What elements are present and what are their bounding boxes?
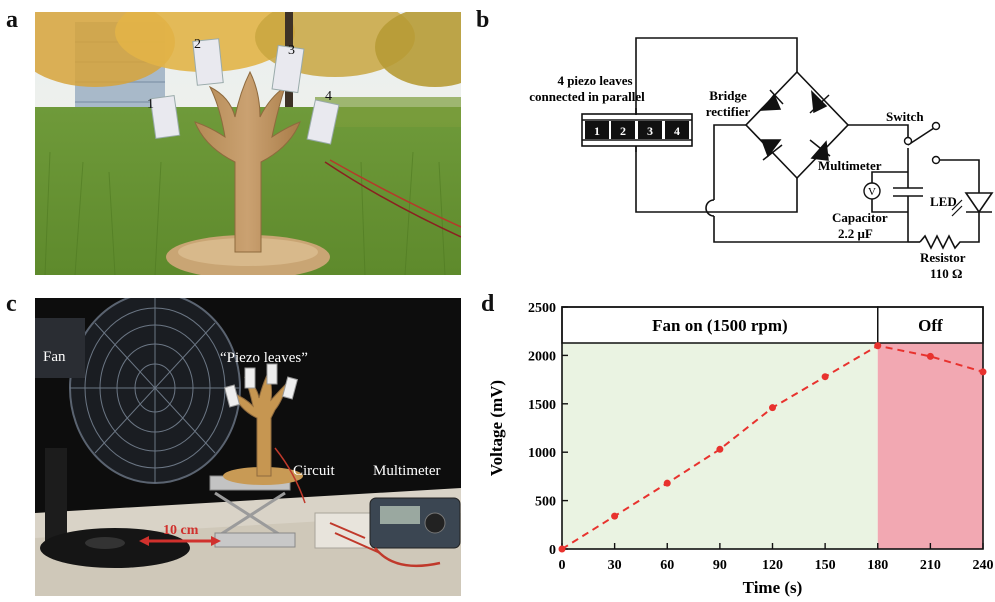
x-tick-label-7: 210 [920,558,941,573]
resistor-label-2: 110 Ω [930,266,962,281]
leaf-number-2: 2 [194,37,201,52]
diode-4-icon [810,140,829,161]
fan-label: Fan [43,349,66,365]
x-tick-label-1: 30 [608,558,622,573]
x-tick-label-5: 150 [815,558,836,573]
voltage-chart: Fan on (1500 rpm) Off05001000150020002500… [487,301,994,597]
piezo-cell-3: 3 [647,124,653,138]
multimeter-label: Multimeter [818,158,882,173]
distance-label: 10 cm [163,523,199,538]
photo-fan-setup: Fan “Piezo leaves” Circuit Multimeter 10… [35,298,461,596]
x-tick-label-3: 90 [713,558,727,573]
y-tick-label-1: 500 [535,495,556,510]
photo-piezo-tree-outdoor: 1 2 3 4 [35,12,461,275]
y-tick-label-4: 2000 [528,349,556,364]
y-tick-label-2: 1000 [528,446,556,461]
x-tick-label-8: 240 [973,558,994,573]
leaf-number-3: 3 [288,43,295,58]
capacitor-label-2: 2.2 μF [838,226,873,241]
circuit-diagram: 1 2 3 4 V 4 piezo leaves connected in pa… [529,37,994,281]
voltmeter-symbol: V [868,186,876,198]
y-tick-label-3: 1500 [528,398,556,413]
voltmeter-icon [863,182,881,200]
circuit-label: Circuit [293,463,335,479]
panel-label-c: c [6,291,17,317]
region-fill-1 [877,343,983,549]
photo-c-illustration: Fan “Piezo leaves” Circuit Multimeter 10… [35,298,461,596]
multimeter-photo-label: Multimeter [373,463,441,479]
data-point-0-7 [926,352,934,360]
panel-label-a: a [6,7,18,33]
y-axis-label: Voltage (mV) [487,380,506,476]
capacitor-label-1: Capacitor [832,210,888,225]
led-icon [964,192,994,214]
panel-label-d: d [481,291,495,317]
x-tick-label-4: 120 [762,558,783,573]
rectifier-label-2: rectifier [706,104,751,119]
x-tick-label-6: 180 [867,558,888,573]
data-point-0-4 [769,404,776,412]
piezo-cell-1: 1 [594,124,600,138]
piezo-leaves-label: “Piezo leaves” [220,350,308,366]
data-point-0-0 [558,545,566,553]
y-tick-label-0: 0 [549,543,556,558]
region-header-0 [561,306,879,344]
data-point-0-2 [663,479,671,487]
x-tick-label-0: 0 [559,558,566,573]
region-label-0: Fan on (1500 rpm) [652,316,788,335]
led-label: LED [930,194,957,209]
wooden-tree-shape [194,70,301,253]
data-point-0-5 [821,373,829,381]
region-label-1: Off [918,316,943,335]
data-point-0-3 [716,445,724,453]
switch-label: Switch [886,109,924,124]
photo-a-illustration: 1 2 3 4 [35,12,461,275]
leaf-number-1: 1 [147,97,154,112]
panel-label-b: b [476,7,490,33]
region-header-1 [877,306,984,344]
piezo-cell-4: 4 [674,124,680,138]
data-point-0-8 [979,368,987,376]
x-axis-label: Time (s) [743,578,803,597]
x-tick-label-2: 60 [660,558,674,573]
resistor-label-1: Resistor [920,250,966,265]
rectifier-label-1: Bridge [709,88,747,103]
switch-contact-c [931,155,941,165]
data-point-0-1 [611,512,619,520]
piezo-label-1: 4 piezo leaves [557,73,632,88]
switch-contact-b [931,121,941,131]
piezo-label-2: connected in parallel [529,89,645,104]
diode-1-icon [760,93,782,111]
switch-contact-a [903,136,913,146]
leaf-number-4: 4 [325,89,332,104]
data-point-0-6 [874,342,882,350]
diode-3-icon [760,139,782,158]
piezo-cell-2: 2 [620,124,626,138]
y-tick-label-5: 2500 [528,301,556,316]
